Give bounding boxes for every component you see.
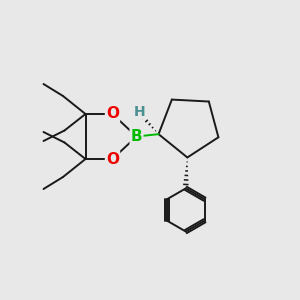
Text: O: O — [106, 106, 119, 122]
Text: B: B — [131, 129, 142, 144]
Text: H: H — [133, 105, 145, 119]
Text: O: O — [106, 152, 119, 166]
